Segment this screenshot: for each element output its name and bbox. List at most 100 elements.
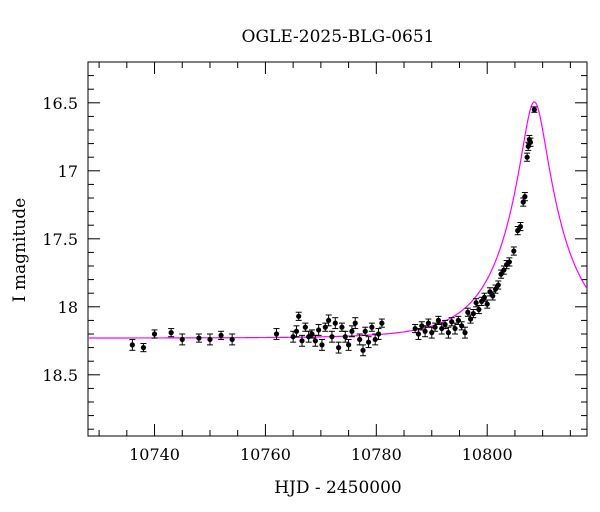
- y-tick-label: 17: [58, 162, 78, 181]
- y-axis-label: I magnitude: [10, 198, 30, 302]
- point-marker: [229, 336, 235, 343]
- point-marker: [299, 338, 305, 344]
- data-point: [295, 311, 302, 321]
- data-point: [352, 317, 359, 330]
- x-tick-label: 10780: [351, 445, 402, 464]
- point-marker: [196, 335, 202, 341]
- data-point: [412, 323, 419, 334]
- point-marker: [352, 320, 358, 326]
- data-point: [445, 326, 452, 339]
- data-point: [322, 322, 329, 332]
- point-marker: [168, 330, 174, 336]
- point-marker: [316, 327, 322, 333]
- point-marker: [293, 328, 300, 334]
- data-point: [179, 333, 186, 346]
- y-tick-label: 17.5: [42, 230, 78, 249]
- point-marker: [422, 328, 428, 334]
- data-point: [206, 333, 213, 346]
- y-tick-label: 18.5: [42, 366, 78, 385]
- point-marker: [452, 325, 458, 332]
- axis-ticks: [88, 62, 587, 436]
- point-marker: [476, 306, 482, 313]
- model-curve: [88, 101, 588, 339]
- data-point: [332, 317, 339, 330]
- data-point: [452, 322, 459, 335]
- data-point: [229, 333, 236, 346]
- data-point: [531, 106, 538, 113]
- point-marker: [296, 313, 302, 319]
- point-marker: [425, 320, 432, 326]
- point-marker: [522, 194, 528, 200]
- data-point: [342, 330, 349, 343]
- data-point: [290, 330, 297, 343]
- point-marker: [435, 317, 442, 323]
- data-point: [375, 328, 382, 340]
- point-marker: [319, 342, 325, 348]
- point-marker: [365, 339, 372, 345]
- data-point: [302, 322, 309, 332]
- y-tick-label: 16.5: [42, 94, 78, 113]
- data-point: [360, 344, 367, 357]
- point-marker: [362, 328, 368, 334]
- data-point: [473, 298, 480, 308]
- point-marker: [470, 311, 476, 317]
- point-marker: [442, 321, 448, 328]
- x-tick-label: 10760: [240, 445, 291, 464]
- point-marker: [484, 301, 490, 307]
- point-marker: [506, 259, 512, 265]
- data-point: [362, 326, 369, 336]
- data-point: [462, 326, 469, 339]
- data-point: [418, 321, 425, 331]
- point-marker: [357, 336, 363, 343]
- data-point: [293, 325, 300, 338]
- data-point: [422, 325, 429, 338]
- data-point: [425, 318, 432, 328]
- point-marker: [290, 334, 296, 340]
- data-point: [484, 299, 491, 309]
- point-marker: [490, 293, 496, 299]
- data-point: [524, 152, 531, 162]
- point-marker: [517, 223, 524, 230]
- point-marker: [332, 320, 338, 326]
- data-point: [527, 137, 534, 147]
- x-axis-label: HJD - 2450000: [274, 478, 402, 498]
- point-marker: [326, 317, 332, 323]
- data-point: [318, 338, 325, 351]
- data-point: [378, 318, 385, 328]
- point-marker: [129, 342, 135, 348]
- point-marker: [140, 345, 147, 351]
- data-point: [470, 309, 477, 319]
- tick-labels: 10740 10760 10780 10800 16.5 17 17.5 18 18.5: [42, 94, 512, 464]
- data-point: [368, 322, 375, 332]
- point-marker: [349, 328, 355, 334]
- data-point: [356, 333, 363, 346]
- data-point: [415, 328, 422, 340]
- point-marker: [339, 324, 345, 330]
- data-points: [129, 106, 538, 357]
- data-point: [273, 328, 280, 340]
- point-marker: [372, 336, 378, 343]
- x-tick-label: 10800: [462, 445, 513, 464]
- point-marker: [329, 334, 335, 340]
- data-point: [432, 322, 439, 332]
- data-point: [338, 322, 345, 332]
- data-point: [299, 334, 306, 347]
- data-point: [345, 338, 352, 351]
- x-tick-label: 10740: [129, 445, 180, 464]
- point-marker: [462, 330, 468, 336]
- data-point: [151, 329, 158, 339]
- point-marker: [345, 342, 352, 348]
- data-point: [325, 314, 332, 327]
- data-point: [521, 192, 528, 202]
- model-line: [88, 101, 588, 339]
- point-marker: [527, 139, 534, 145]
- point-marker: [419, 323, 425, 329]
- point-marker: [432, 324, 438, 330]
- data-point: [315, 323, 322, 336]
- point-marker: [375, 331, 382, 337]
- point-marker: [481, 294, 488, 300]
- y-tick-label: 18: [58, 298, 78, 317]
- point-marker: [473, 300, 479, 306]
- point-marker: [439, 325, 445, 332]
- point-marker: [465, 309, 471, 315]
